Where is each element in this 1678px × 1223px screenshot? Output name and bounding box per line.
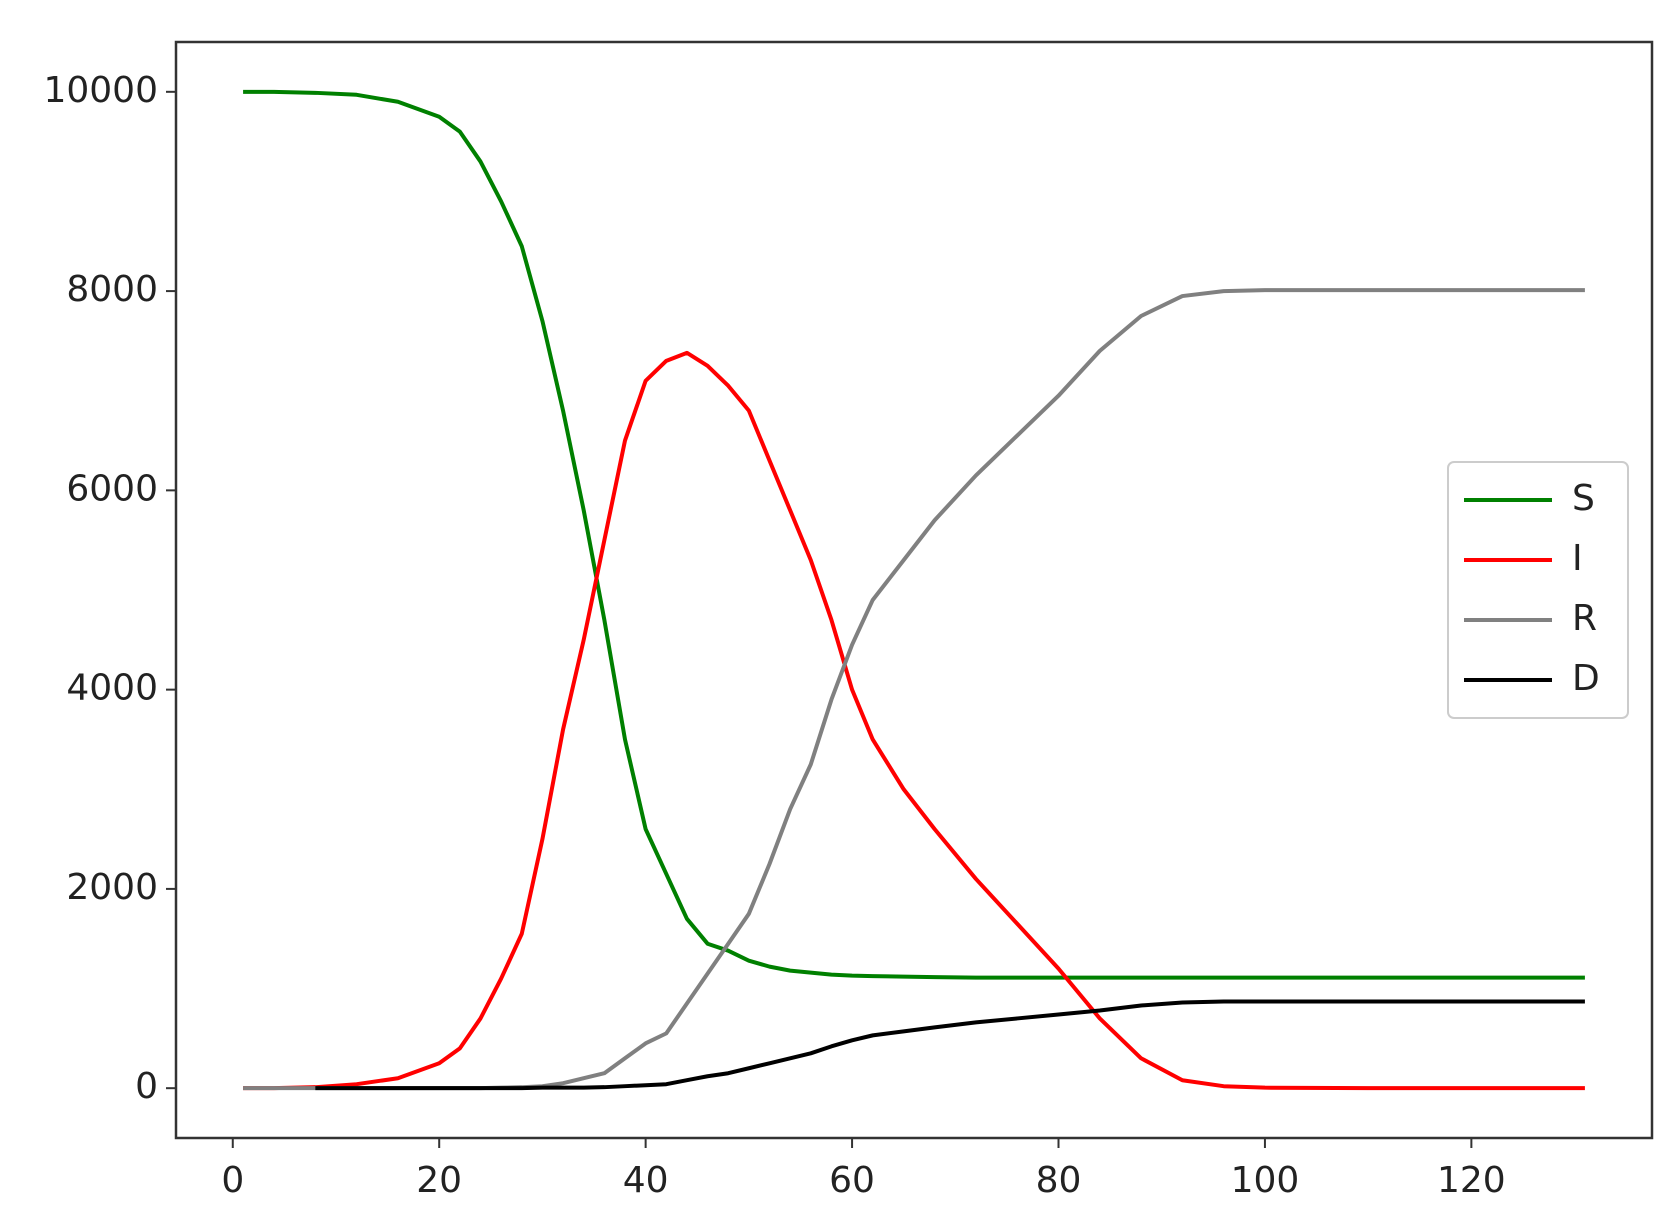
x-tick-label: 100 — [1231, 1160, 1300, 1201]
y-tick-label: 0 — [135, 1066, 158, 1107]
x-tick-label: 40 — [623, 1160, 669, 1201]
legend-label: R — [1572, 598, 1597, 639]
line-i — [243, 350, 1585, 1091]
legend-box — [1447, 461, 1629, 719]
y-tick-label: 10000 — [43, 70, 158, 111]
y-tick-label: 6000 — [66, 468, 158, 509]
y-tick-label: 2000 — [66, 867, 158, 908]
y-tick-label: 8000 — [66, 269, 158, 310]
line-d — [315, 999, 1585, 1091]
x-tick-label: 120 — [1437, 1160, 1506, 1201]
x-tick-label: 20 — [416, 1160, 462, 1201]
x-tick-label: 60 — [829, 1160, 875, 1201]
plot-frame — [174, 40, 1654, 1140]
line-s — [243, 89, 1585, 980]
x-tick-label: 80 — [1036, 1160, 1082, 1201]
legend-label: S — [1572, 478, 1595, 519]
x-tick-label: 0 — [221, 1160, 244, 1201]
legend-label: D — [1572, 658, 1600, 699]
legend-label: I — [1572, 538, 1583, 579]
y-tick-label: 4000 — [66, 668, 158, 709]
line-r — [243, 288, 1585, 1091]
